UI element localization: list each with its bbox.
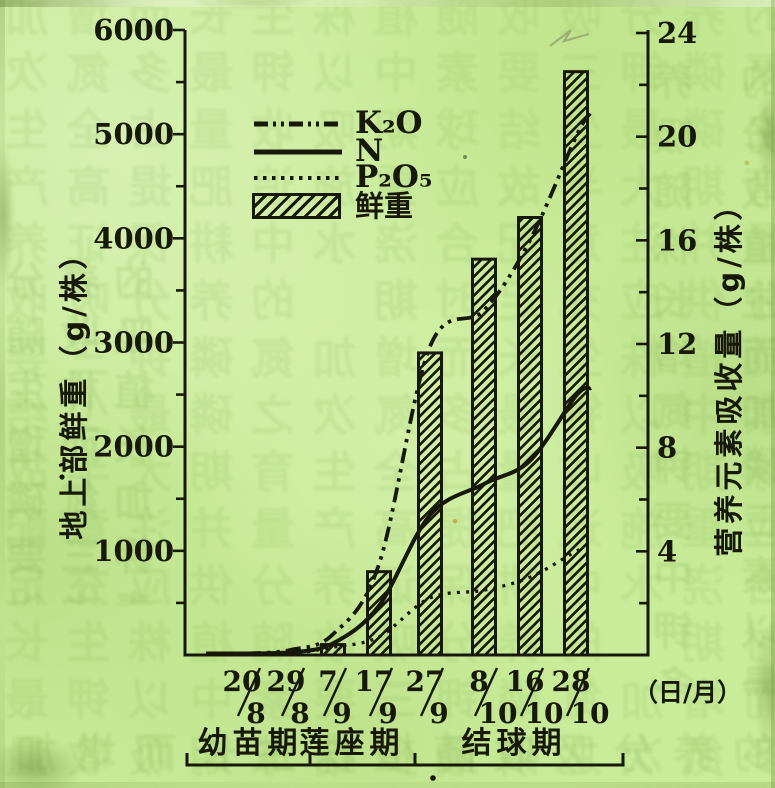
- ink-speck: [463, 155, 467, 159]
- svg-text:8: 8: [469, 665, 488, 698]
- svg-text:1000: 1000: [93, 534, 174, 568]
- dashdot-line-swatch: [252, 109, 344, 137]
- x-axis-unit-label: （日/月）: [633, 678, 742, 707]
- svg-text:16: 16: [657, 223, 697, 257]
- right-axis: 24 20 16 12 8 4: [636, 16, 697, 605]
- svg-text:28: 28: [552, 665, 591, 698]
- stage-bracket: [185, 753, 625, 767]
- svg-text:2000: 2000: [93, 430, 174, 464]
- paper-speck: [452, 518, 458, 524]
- ink-speck: [59, 474, 65, 480]
- svg-text:6000: 6000: [93, 13, 174, 47]
- solid-line-swatch: [252, 137, 344, 165]
- dashdot-line-sample: [254, 121, 342, 127]
- svg-text:8: 8: [290, 697, 309, 730]
- svg-text:10: 10: [479, 697, 518, 730]
- svg-text:10: 10: [571, 697, 610, 730]
- ink-speck: [430, 775, 436, 781]
- svg-text:4: 4: [657, 534, 677, 568]
- hatched-bar-swatch: [252, 192, 344, 220]
- svg-text:12: 12: [657, 327, 697, 361]
- legend-item-p2o5: P₂O₅: [252, 158, 433, 195]
- line-dotted: [206, 546, 586, 656]
- svg-text:8: 8: [657, 431, 677, 465]
- svg-text:10: 10: [525, 697, 564, 730]
- svg-text:7: 7: [318, 665, 337, 698]
- svg-text:17: 17: [355, 665, 394, 698]
- dotted-line-swatch: [252, 163, 344, 191]
- paper-speck: [744, 160, 750, 166]
- hatch-pattern: [252, 193, 341, 219]
- left-axis: 6000 5000 4000 3000 2000 1000: [93, 13, 185, 605]
- pencil-mark: [549, 29, 590, 47]
- svg-text:20: 20: [223, 665, 262, 698]
- svg-text:9: 9: [378, 697, 397, 730]
- svg-text:5000: 5000: [93, 117, 174, 151]
- bar-16/10: [517, 216, 543, 657]
- dotted-line-sample: [254, 176, 342, 180]
- svg-text:20: 20: [657, 120, 697, 154]
- legend-label: 鲜重: [355, 188, 414, 223]
- svg-text:8: 8: [246, 697, 265, 730]
- legend-item-k2o: K₂O: [252, 104, 423, 141]
- svg-text:9: 9: [429, 697, 448, 730]
- svg-text:9: 9: [332, 697, 351, 730]
- svg-text:4000: 4000: [93, 221, 174, 255]
- svg-text:29: 29: [267, 665, 306, 698]
- legend-label: P₂O₅: [355, 158, 433, 195]
- solid-line-sample: [254, 149, 342, 155]
- legend-item-n: N: [252, 132, 384, 169]
- svg-text:24: 24: [657, 16, 697, 50]
- scan-marks: [59, 29, 750, 781]
- svg-text:3000: 3000: [93, 326, 174, 360]
- legend-label: K₂O: [355, 104, 423, 141]
- bar-8/10: [471, 257, 497, 657]
- legend-label: N: [355, 132, 384, 169]
- bar-17/9: [366, 570, 392, 657]
- svg-text:27: 27: [406, 665, 445, 698]
- svg-text:16: 16: [506, 665, 545, 698]
- bars-fresh-weight: [320, 70, 589, 657]
- bar-28/10: [563, 70, 589, 657]
- bar-27/9: [417, 351, 443, 657]
- line-solid: [206, 385, 592, 656]
- legend-item-freshweight: 鲜重: [252, 188, 414, 223]
